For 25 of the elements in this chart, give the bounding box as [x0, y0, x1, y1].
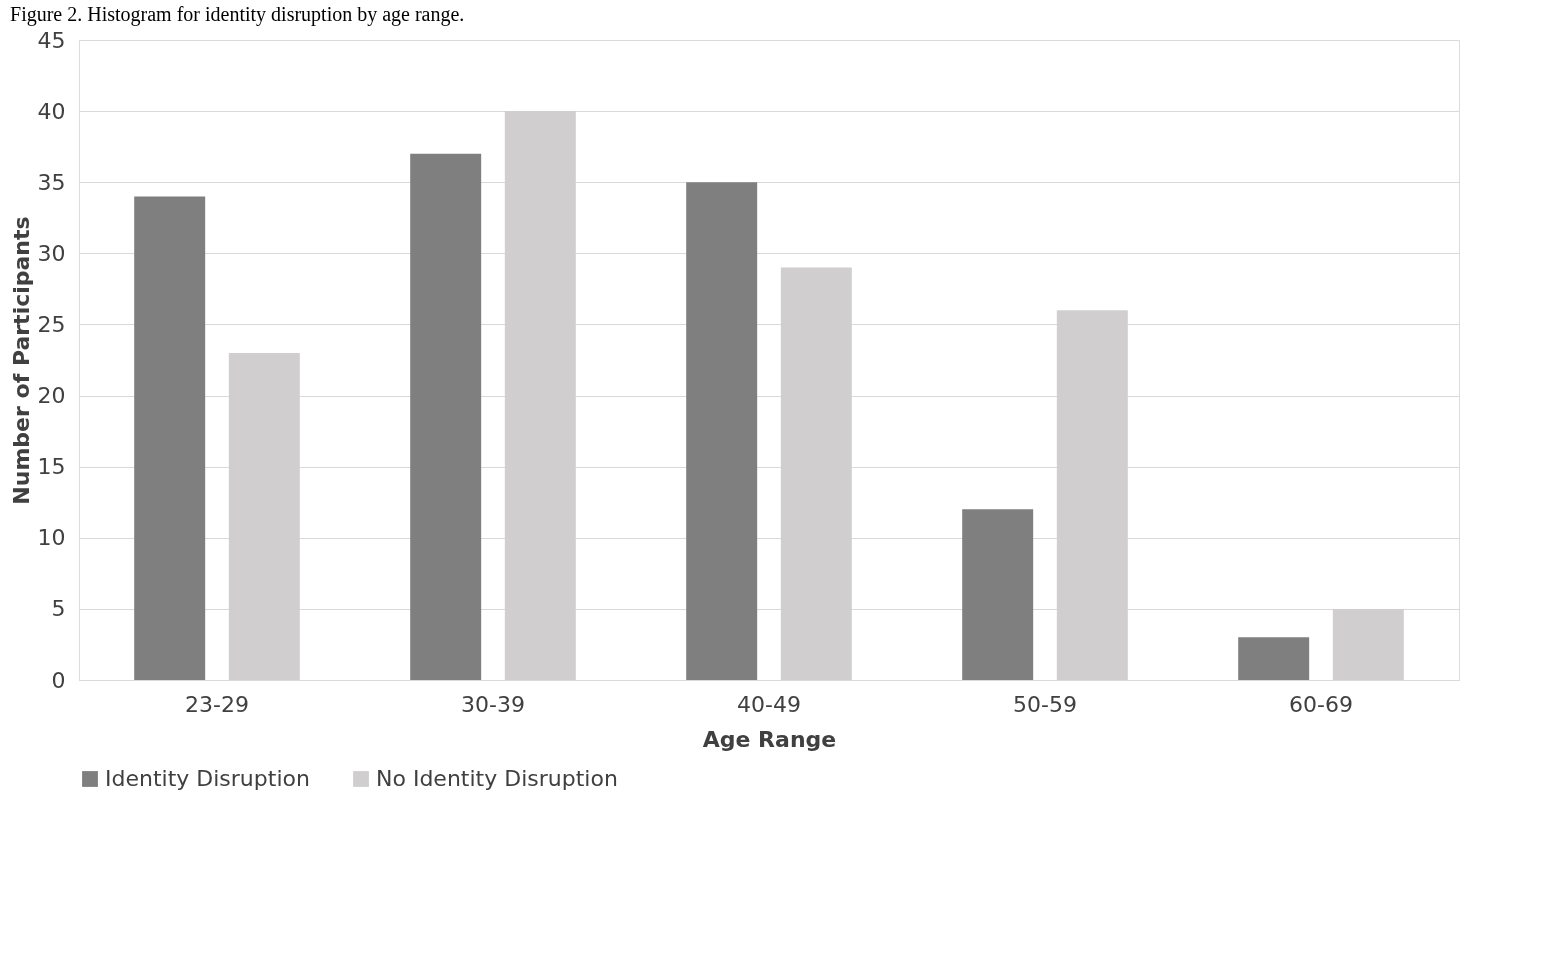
- chart-title: Figure 2. Histogram for identity disruption by age range.: [10, 3, 465, 26]
- y-tick-label: 10: [37, 525, 66, 551]
- bar: [410, 153, 482, 680]
- y-tick-label: 30: [37, 240, 66, 266]
- x-tick-label: 40-49: [737, 691, 801, 717]
- x-tick-label: 30-39: [461, 691, 525, 717]
- bar: [686, 182, 758, 680]
- y-tick-label: 25: [37, 311, 66, 337]
- bar: [962, 509, 1034, 680]
- y-axis-title: Number of Participants: [8, 216, 34, 505]
- y-tick-label: 45: [37, 27, 66, 53]
- y-tick-label: 40: [37, 98, 66, 124]
- bar: [1238, 637, 1310, 680]
- legend-label: Identity Disruption: [105, 766, 310, 791]
- x-tick-label: 23-29: [185, 691, 249, 717]
- y-tick-label: 15: [37, 454, 66, 480]
- y-tick-label: 0: [51, 667, 66, 693]
- x-tick-label: 50-59: [1013, 691, 1077, 717]
- x-tick-label: 60-69: [1289, 691, 1353, 717]
- bar: [134, 196, 206, 680]
- y-tick-label: 20: [37, 383, 66, 409]
- y-tick-label: 5: [51, 596, 66, 622]
- x-axis-title: Age Range: [702, 726, 837, 752]
- legend-label: No Identity Disruption: [376, 766, 618, 791]
- y-tick-label: 35: [37, 169, 66, 195]
